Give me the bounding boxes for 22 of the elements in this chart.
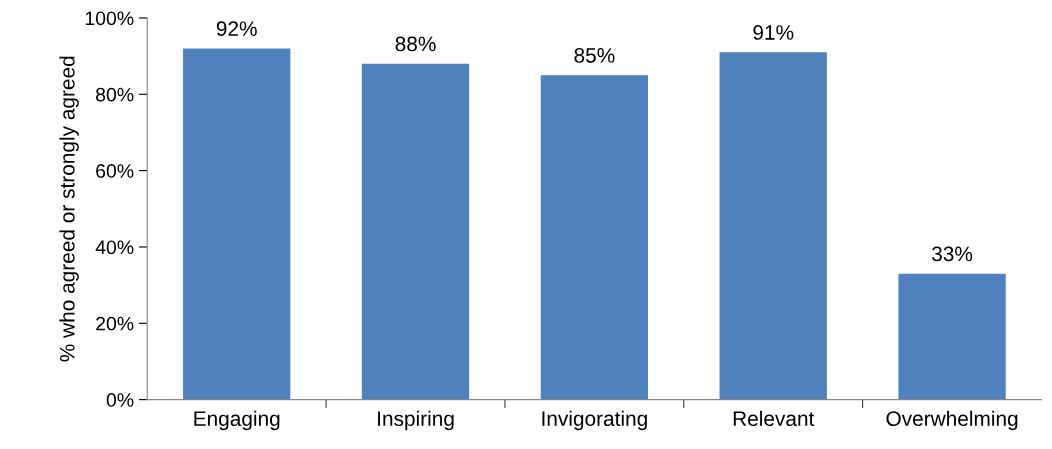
y-tick-label: 40% <box>95 240 134 255</box>
data-label: 33% <box>932 246 973 262</box>
x-tick-label: Invigorating <box>542 410 647 431</box>
y-tick-label: 60% <box>96 164 134 178</box>
bar <box>540 75 649 400</box>
y-tick-label: 20% <box>96 316 134 331</box>
x-tick-label: Relevant <box>733 410 815 427</box>
bar <box>361 63 470 400</box>
data-label: 91% <box>753 25 794 40</box>
bar <box>898 273 1006 400</box>
y-axis-title: % who agreed or strongly agreed <box>59 56 79 362</box>
data-label: 92% <box>216 21 257 37</box>
data-label: 85% <box>574 48 615 63</box>
data-label: 88% <box>395 36 436 52</box>
bar <box>183 48 291 400</box>
y-tick-label: 0% <box>106 393 134 407</box>
x-tick-label: Engaging <box>194 410 280 431</box>
y-tick-label: 100% <box>85 11 134 26</box>
x-tick-label: Overwhelming <box>886 410 1018 431</box>
y-tick-label: 80% <box>96 87 134 102</box>
bar <box>719 52 827 400</box>
x-tick-label: Inspiring <box>378 410 454 431</box>
